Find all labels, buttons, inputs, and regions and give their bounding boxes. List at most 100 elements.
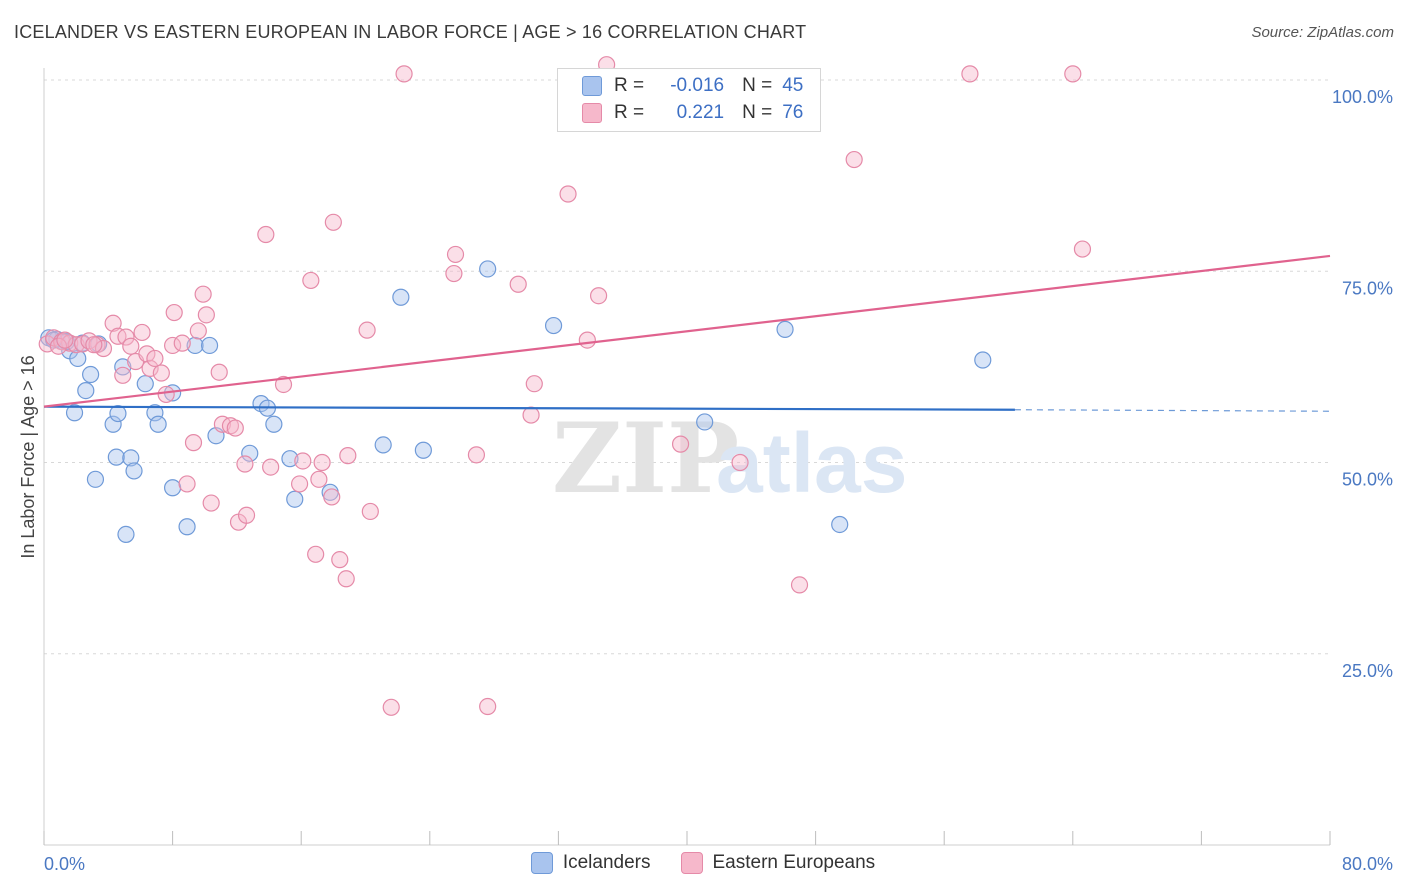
eastern-european-point [194,285,212,303]
eastern-european-point [446,245,465,264]
correlation-legend: R = -0.016 N = 45 R = 0.221 N = 76 [557,68,821,132]
icelander-point [200,336,219,355]
icelander-point [107,448,125,466]
x-tick-label: 0.0% [44,854,85,874]
eastern-european-point [961,65,979,83]
eastern-european-point [578,331,596,349]
eastern-european-point [197,306,215,324]
eastern-european-point [165,303,183,322]
source-credit: Source: ZipAtlas.com [1251,24,1394,41]
x-tick-label: 80.0% [1342,854,1393,874]
eastern-european-point [178,475,196,493]
eastern-european-point [790,576,809,594]
eastern-european-point [323,488,341,506]
eastern-european-point [382,698,400,716]
r-label: R = [614,75,645,96]
eastern-european-point [290,475,309,493]
icelander-point [122,449,140,467]
eastern-european-point [559,185,577,203]
eastern-european-point [1064,65,1082,83]
eastern-european-point [589,287,608,305]
n-value: 45 [782,75,804,96]
legend-item-eastern-europeans[interactable]: Eastern Europeans [680,852,876,874]
eastern-european-point [189,322,207,340]
icelander-point [286,490,304,508]
icelander-point [125,462,143,480]
n-label: N = [742,75,773,96]
eastern-european-point [152,364,170,382]
eastern-european-point [94,339,113,358]
icelander-point [86,470,105,488]
trend-lines [43,254,1331,412]
eastern-european-point [237,506,256,524]
series-legend: Icelanders Eastern Europeans [0,852,1406,874]
icelander-point [117,525,135,544]
eastern-european-point [339,447,357,465]
legend-swatch-eastern-europeans [582,103,602,123]
icelander-point [65,404,84,422]
eastern-european-point [210,363,228,381]
legend-swatch [680,852,703,874]
eastern-european-point [671,435,690,453]
icelander-point [479,260,497,278]
eastern-european-point [395,65,413,83]
eastern-european-point [731,453,749,472]
icelander-trend-line [43,405,1015,411]
n-label: N = [742,102,773,123]
eastern-european-point [61,334,79,352]
icelander-point [186,336,204,355]
icelander-point [544,316,563,335]
eastern-european-point [509,275,527,293]
legend-swatch-icelanders [582,76,602,96]
eastern-european-point [845,150,863,169]
eastern-european-point [122,337,140,355]
eastern-european-point [307,545,325,563]
eastern-european-point [294,452,312,470]
icelander-point [392,288,410,306]
eastern-european-point [467,446,486,464]
eastern-european-point [146,349,164,368]
eastern-european-point [226,419,244,437]
axes [43,68,1331,846]
y-tick-label: 75.0% [1342,278,1393,298]
icelander-point [104,415,122,433]
legend-row-eastern-europeans: R = 0.221 N = 76 [582,100,803,126]
eastern-european-point [445,264,463,283]
eastern-european-point [525,375,543,393]
eastern-european-point [67,336,85,354]
icelander-point [265,415,283,433]
gridlines [44,79,1330,655]
chart-title: ICELANDER VS EASTERN EUROPEAN IN LABOR F… [14,22,807,42]
eastern-european-point [324,213,342,231]
eastern-european-point [141,359,159,378]
eastern-european-point [138,345,156,363]
icelander-point [696,413,714,431]
legend-label: Icelanders [562,852,651,873]
legend-item-icelanders[interactable]: Icelanders [530,852,651,874]
icelander-point [136,375,154,393]
icelander-point [164,479,182,497]
eastern-european-point [262,458,280,476]
eastern-european-point [56,331,74,349]
eastern-european-point [85,336,103,354]
icelander-point [374,436,392,454]
eastern-european-trend-line [43,254,1331,408]
icelander-point [776,320,794,338]
legend-label: Eastern Europeans [712,852,876,873]
icelander-point [831,515,849,534]
eastern-european-point [302,271,320,290]
eastern-european-point [479,697,497,716]
eastern-european-point [1073,240,1092,258]
eastern-european-point [522,406,540,424]
eastern-european-point [133,323,151,342]
eastern-european-point [184,434,203,452]
eastern-european-point [104,314,122,332]
watermark-zip: ZIP [552,402,739,515]
r-value: -0.016 [670,75,725,96]
eastern-european-point [49,337,68,355]
eastern-european-point [157,385,175,404]
icelander-point [414,441,432,459]
eastern-european-point [361,502,379,521]
legend-row-icelanders: R = -0.016 N = 45 [582,73,803,99]
